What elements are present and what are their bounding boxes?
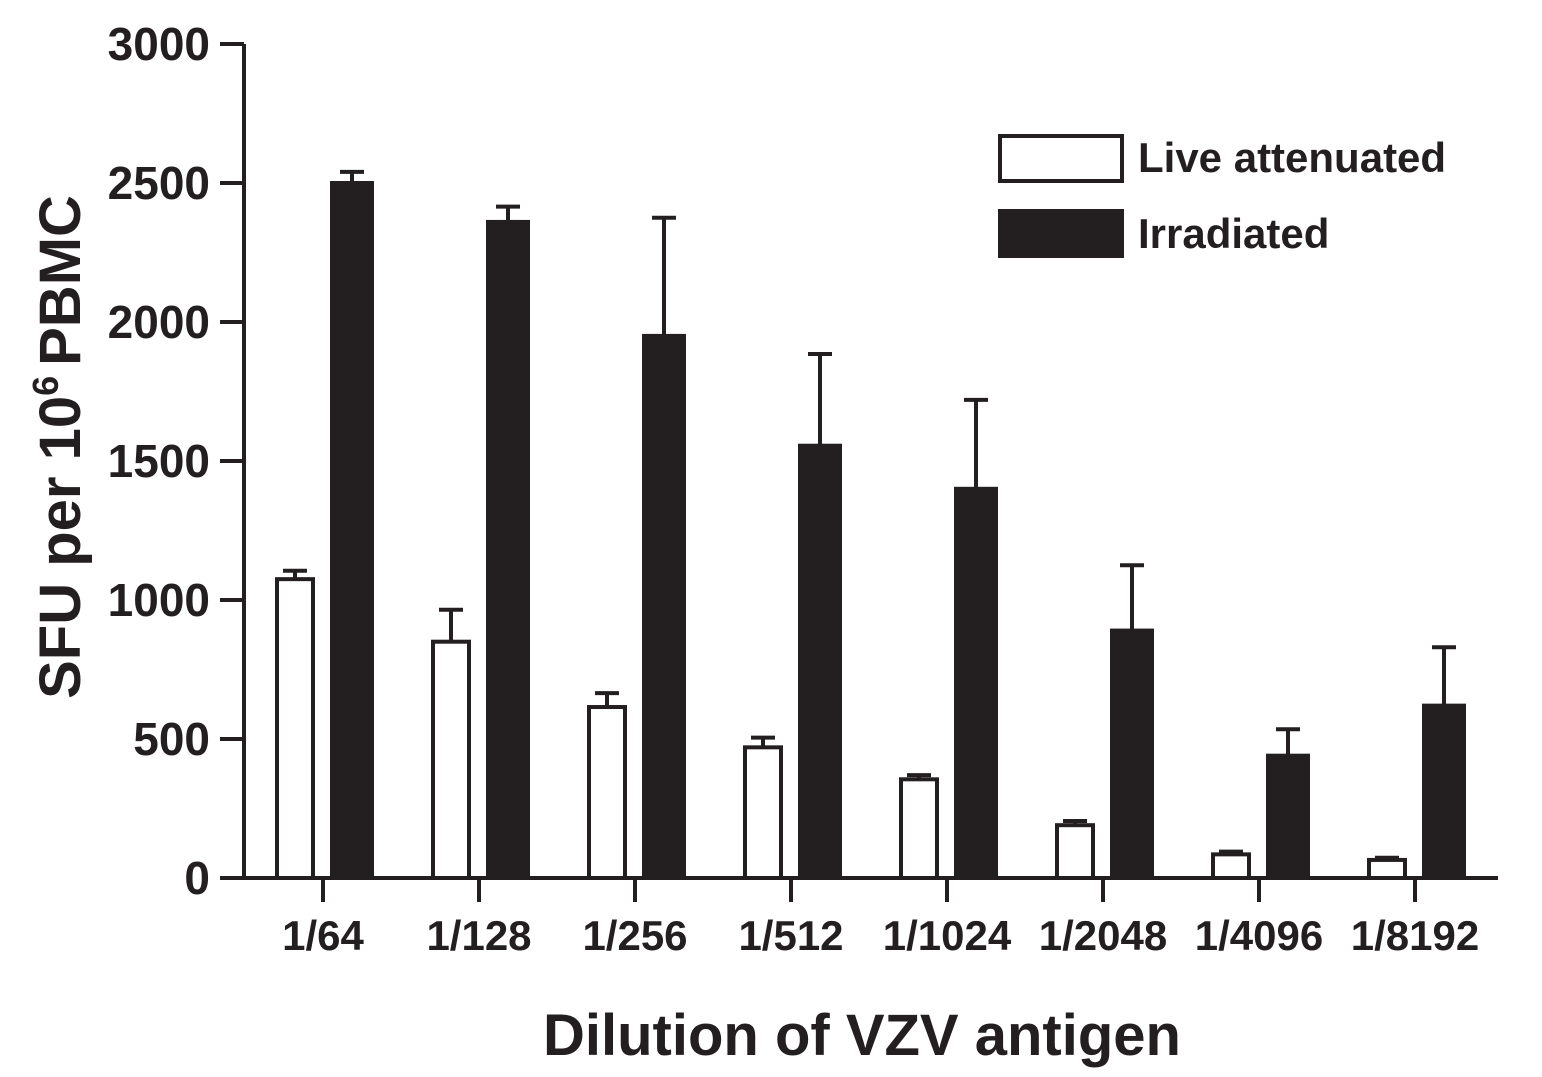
bar-irradiated [330,181,374,880]
bar-live-attenuated [431,639,471,881]
bar-live-attenuated [1055,823,1095,880]
x-tick-label: 1/64 [282,912,364,959]
y-tick-label: 500 [133,713,210,765]
error-bars-group [283,169,1456,860]
y-axis-title: SFU per 106 PBMC [25,195,93,699]
legend-swatch-live-attenuated [998,134,1124,183]
legend-label-live-attenuated: Live attenuated [1138,134,1446,181]
bar-irradiated [642,333,686,880]
bar-irradiated [1266,753,1310,880]
bar-irradiated [954,486,998,880]
bar-irradiated [1422,703,1466,881]
bar-irradiated [798,443,842,880]
x-axis-ticks: 1/64 1/128 1/256 1/512 1/1024 1/2048 1/4096 1/8… [282,878,1479,959]
y-tick-label: 2000 [108,296,210,348]
y-tick-label: 1000 [108,574,210,626]
x-tick-label: 1/4096 [1195,912,1323,959]
legend-swatch-irradiated [998,209,1124,258]
y-axis-title-main: SFU per 10 [28,396,93,699]
y-tick-label: 2500 [108,157,210,209]
bar-live-attenuated [1367,857,1407,880]
bar-live-attenuated [275,577,315,881]
x-tick-label: 1/8192 [1351,912,1479,959]
x-axis-title: Dilution of VZV antigen [543,1003,1181,1068]
bar-live-attenuated [899,777,939,880]
bars-group [275,181,1466,881]
bar-irradiated [486,219,530,881]
x-tick-label: 1/1024 [883,912,1012,959]
y-tick-label: 0 [184,852,210,904]
bar-live-attenuated [743,745,783,881]
x-tick-label: 1/128 [426,912,531,959]
y-axis-title-tail: PBMC [28,195,93,366]
bar-irradiated [1110,628,1154,881]
legend: Live attenuated Irradiated [998,134,1446,258]
x-tick-label: 1/256 [582,912,687,959]
legend-label-irradiated: Irradiated [1138,210,1329,257]
y-axis-title-superscript: 6 [25,376,66,396]
bar-live-attenuated [587,705,627,881]
y-axis-ticks: 0 500 1000 1500 2000 2500 3000 [108,18,244,904]
bar-live-attenuated [1211,852,1251,880]
y-tick-label: 3000 [108,18,210,70]
y-tick-label: 1500 [108,435,210,487]
x-tick-label: 1/2048 [1039,912,1167,959]
x-tick-label: 1/512 [738,912,843,959]
